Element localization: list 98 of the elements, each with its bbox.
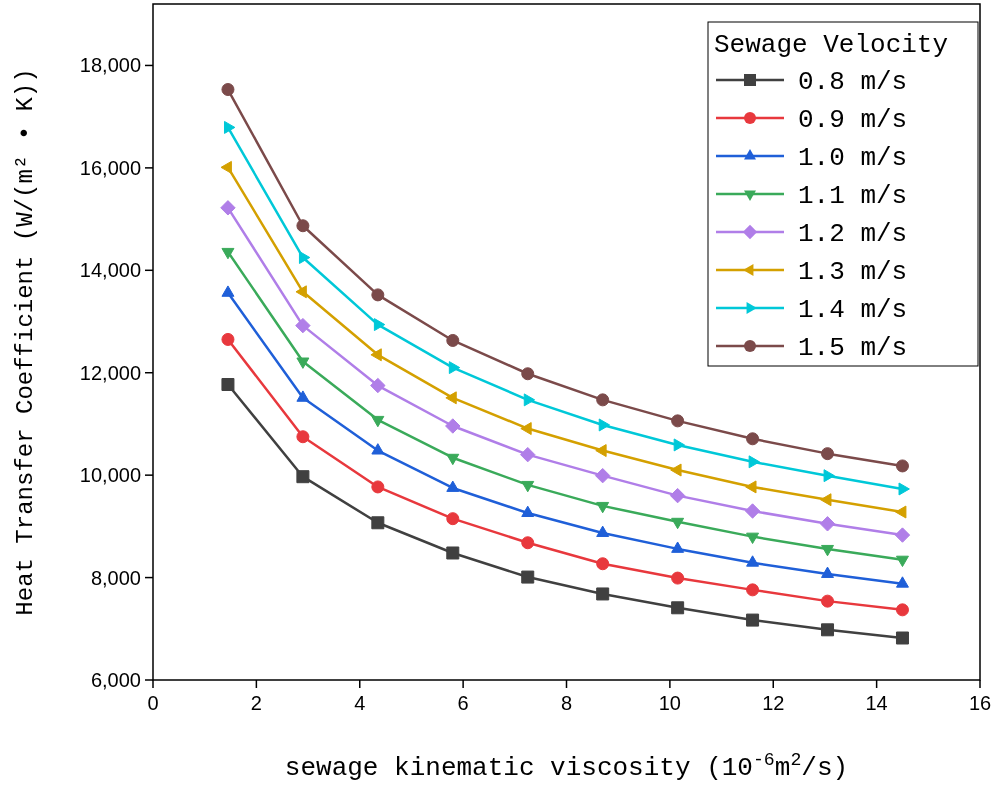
point (521, 570, 535, 584)
point (673, 438, 686, 452)
point (371, 288, 385, 302)
x-tick-label: 14 (865, 692, 888, 714)
x-tick-label: 4 (354, 692, 366, 714)
point (371, 443, 385, 455)
point (371, 516, 385, 530)
point (521, 536, 535, 550)
x-tick-label: 6 (457, 692, 469, 714)
point (296, 430, 310, 444)
legend-label: 0.8 m/s (798, 67, 908, 98)
y-tick-label: 12,000 (79, 361, 141, 384)
point (296, 219, 310, 233)
point (746, 432, 760, 446)
point (821, 594, 835, 608)
point (221, 247, 235, 260)
point (596, 587, 610, 601)
point (446, 333, 460, 347)
point (371, 480, 385, 494)
legend-label: 1.4 m/s (798, 295, 908, 326)
point (446, 453, 460, 466)
point (296, 390, 310, 402)
point (746, 555, 760, 567)
point (371, 415, 385, 428)
point (895, 603, 909, 617)
point (445, 418, 461, 434)
point (671, 414, 685, 428)
y-tick-label: 18,000 (79, 54, 141, 77)
point (898, 482, 910, 496)
point (671, 601, 685, 615)
point (296, 470, 310, 484)
x-tick-label: 8 (560, 692, 573, 714)
point (446, 546, 460, 560)
point (221, 378, 235, 392)
point (520, 422, 532, 436)
point (819, 516, 836, 532)
x-tick-label: 10 (658, 692, 681, 714)
point (520, 446, 536, 463)
point (821, 623, 835, 637)
point (298, 251, 311, 264)
y-tick-label: 14,000 (79, 259, 141, 282)
point (894, 527, 911, 543)
point (895, 555, 909, 568)
point (224, 120, 236, 134)
y-tick-label: 6,000 (90, 669, 141, 691)
point (596, 393, 610, 407)
legend-title: Sewage Velocity (714, 30, 949, 60)
point (745, 480, 757, 494)
point (446, 512, 460, 526)
x-tick-label: 16 (968, 692, 992, 714)
point (671, 517, 685, 530)
point (220, 200, 236, 216)
x-tick-label: 12 (762, 692, 785, 714)
point (821, 544, 834, 557)
point (671, 571, 685, 585)
x-axis-title: sewage kinematic viscosity (10$^{-6}$m$^{2}$/s) (284, 750, 849, 783)
legend-label: 1.2 m/s (798, 219, 908, 250)
point (521, 367, 535, 381)
point (594, 467, 611, 484)
point (746, 583, 760, 597)
y-axis-title: Heat Transfer Coefficient (W/(m² • K)) (12, 68, 39, 616)
point (596, 557, 610, 571)
point (596, 501, 610, 514)
point (221, 285, 235, 297)
point (895, 576, 909, 588)
point (598, 418, 611, 432)
point (744, 503, 761, 519)
legend-label: 0.9 m/s (798, 105, 908, 136)
point (296, 357, 310, 369)
legend-label: 1.1 m/s (798, 181, 908, 212)
point (221, 332, 235, 346)
point (895, 505, 907, 519)
legend-label: 1.3 m/s (798, 257, 908, 288)
point (895, 459, 909, 473)
y-tick-label: 8,000 (90, 566, 141, 589)
point (521, 480, 535, 493)
point (823, 469, 835, 483)
point (523, 393, 536, 407)
point (670, 463, 682, 477)
point (221, 83, 235, 97)
point (820, 493, 832, 507)
y-tick-label: 16,000 (79, 156, 141, 179)
point (370, 377, 386, 394)
x-tick-label: 2 (250, 692, 262, 714)
point (895, 631, 909, 645)
legend-label: 1.5 m/s (798, 333, 908, 364)
point (669, 487, 686, 504)
point (746, 613, 760, 627)
point (748, 455, 760, 469)
point (821, 447, 835, 461)
point (595, 444, 607, 458)
point (295, 317, 311, 334)
point (448, 361, 461, 375)
legend-label: 1.0 m/s (798, 143, 908, 174)
y-tick-label: 10,000 (79, 464, 141, 487)
point (373, 318, 386, 332)
x-tick-label: 0 (147, 692, 159, 714)
point (746, 532, 760, 545)
